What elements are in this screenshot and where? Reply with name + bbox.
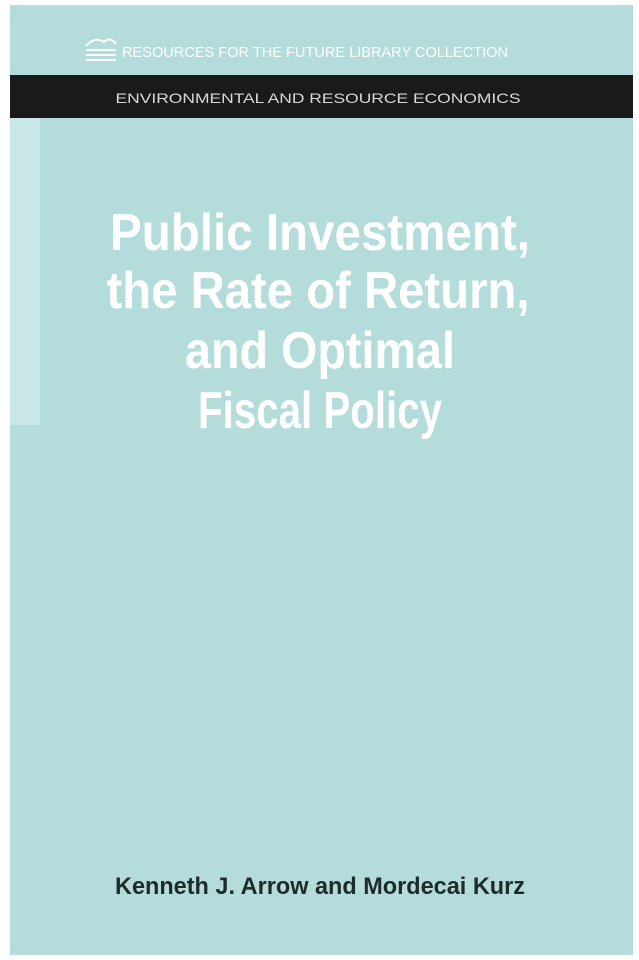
side-stripe <box>10 118 40 425</box>
author: Kenneth J. Arrow and Mordecai Kurz <box>115 873 525 900</box>
title-line: the Rate of Return, <box>107 262 530 320</box>
black-band <box>10 75 633 118</box>
title-line: Fiscal Policy <box>198 382 442 440</box>
title-line: Public Investment, <box>110 204 530 262</box>
cover-background <box>10 5 633 955</box>
series-label: RESOURCES FOR THE FUTURE LIBRARY COLLECT… <box>122 44 508 61</box>
band-label: ENVIRONMENTAL AND RESOURCE ECONOMICS <box>116 90 521 106</box>
logo <box>85 38 117 61</box>
title-line: and Optimal <box>185 322 455 380</box>
